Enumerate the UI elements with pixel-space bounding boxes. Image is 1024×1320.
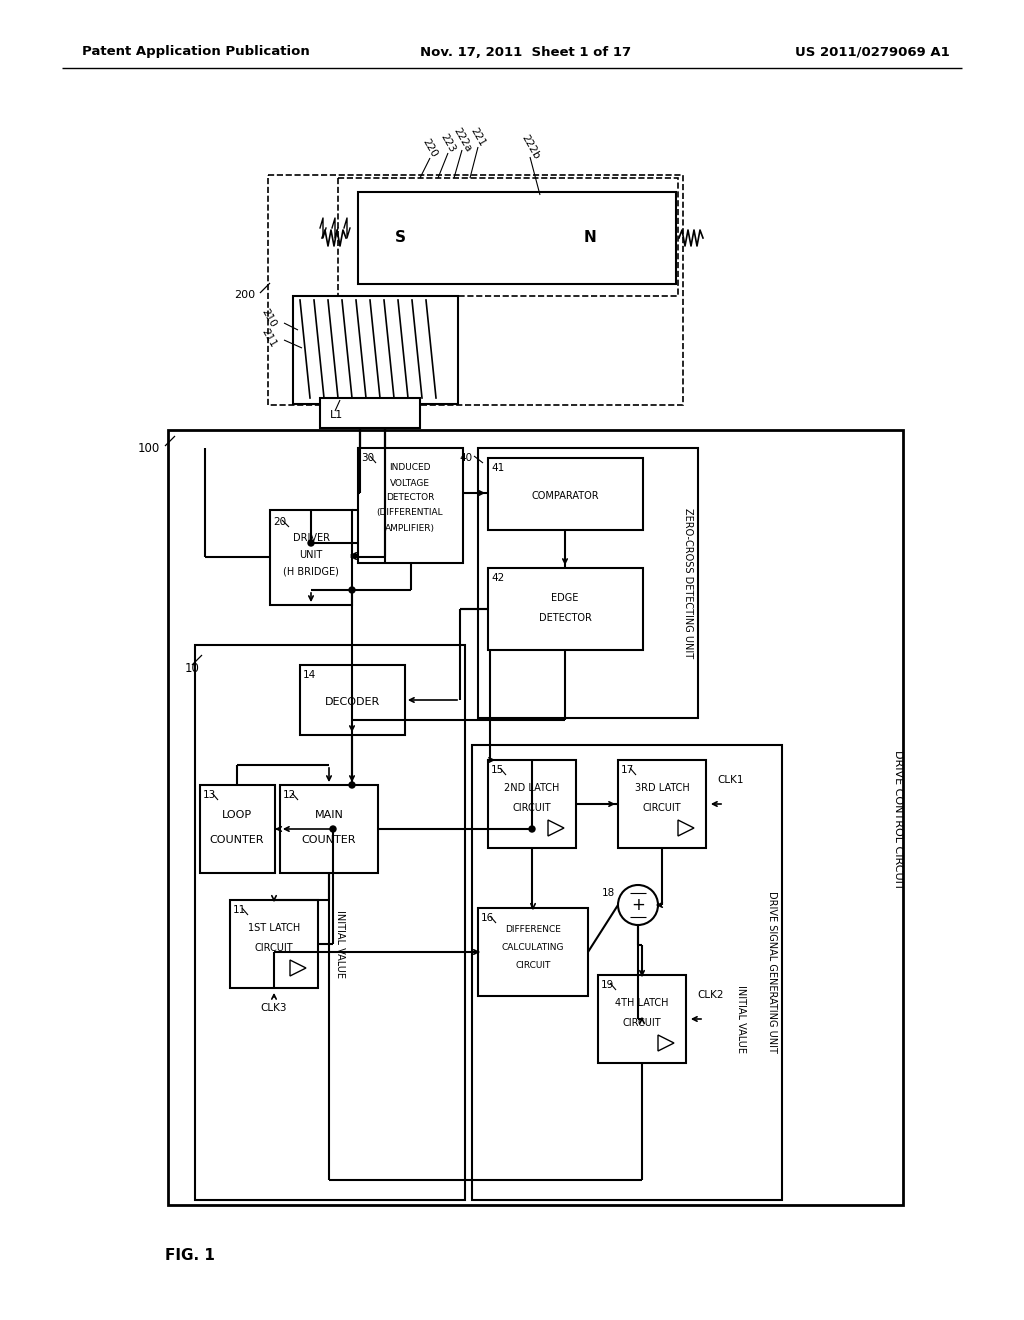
Text: 2ND LATCH: 2ND LATCH	[504, 783, 560, 793]
Text: 10: 10	[185, 661, 200, 675]
Text: MAIN: MAIN	[314, 810, 343, 820]
Text: 220: 220	[421, 137, 439, 158]
Bar	[358, 191, 676, 284]
Bar	[293, 296, 458, 404]
Text: 3RD LATCH: 3RD LATCH	[635, 783, 689, 793]
Text: CIRCUIT: CIRCUIT	[515, 961, 551, 970]
Bar	[300, 665, 406, 735]
Text: FIG. 1: FIG. 1	[165, 1247, 215, 1262]
Text: 222b: 222b	[519, 133, 541, 161]
Text: 40: 40	[460, 453, 473, 463]
Text: Nov. 17, 2011  Sheet 1 of 17: Nov. 17, 2011 Sheet 1 of 17	[420, 45, 631, 58]
Text: 4TH LATCH: 4TH LATCH	[615, 998, 669, 1008]
Text: 211: 211	[259, 327, 278, 348]
Text: CIRCUIT: CIRCUIT	[643, 803, 681, 813]
Text: VOLTAGE: VOLTAGE	[390, 479, 430, 487]
Text: US 2011/0279069 A1: US 2011/0279069 A1	[796, 45, 950, 58]
Text: 210: 210	[259, 308, 278, 329]
Text: 19: 19	[601, 979, 614, 990]
Text: N: N	[584, 231, 596, 246]
Bar	[488, 458, 643, 531]
Text: DRIVER: DRIVER	[293, 533, 330, 543]
Text: 30: 30	[361, 453, 374, 463]
Text: 222a: 222a	[452, 127, 473, 154]
Text: LOOP: LOOP	[222, 810, 252, 820]
Text: CIRCUIT: CIRCUIT	[513, 803, 551, 813]
Text: 100: 100	[138, 441, 160, 454]
Text: ZERO-CROSS DETECTING UNIT: ZERO-CROSS DETECTING UNIT	[683, 508, 693, 659]
Text: 200: 200	[233, 290, 255, 300]
Text: DIFFERENCE: DIFFERENCE	[505, 925, 561, 935]
Bar	[319, 399, 420, 428]
Bar	[598, 975, 686, 1063]
Circle shape	[308, 540, 314, 546]
Text: (DIFFERENTIAL: (DIFFERENTIAL	[377, 508, 443, 517]
Bar	[268, 176, 683, 405]
Text: INITIAL VALUE: INITIAL VALUE	[335, 909, 345, 978]
Text: 17: 17	[621, 766, 634, 775]
Text: L1: L1	[330, 411, 343, 420]
Bar	[618, 760, 706, 847]
Bar	[230, 900, 318, 987]
Bar	[358, 447, 463, 564]
Text: CLK3: CLK3	[261, 1003, 288, 1012]
Text: 42: 42	[490, 573, 504, 583]
Text: 15: 15	[490, 766, 504, 775]
Text: 20: 20	[273, 517, 286, 527]
Text: 11: 11	[233, 906, 246, 915]
Bar	[280, 785, 378, 873]
Text: AMPLIFIER): AMPLIFIER)	[385, 524, 435, 532]
Text: S: S	[394, 231, 406, 246]
Bar	[195, 645, 465, 1200]
Text: 18: 18	[601, 888, 614, 898]
Text: CIRCUIT: CIRCUIT	[255, 942, 293, 953]
Bar	[472, 744, 782, 1200]
Text: 12: 12	[283, 789, 296, 800]
Text: DECODER: DECODER	[325, 697, 380, 708]
Text: CLK1: CLK1	[718, 775, 744, 785]
Bar	[338, 178, 678, 296]
Text: (H BRIDGE): (H BRIDGE)	[283, 568, 339, 577]
Bar	[168, 430, 903, 1205]
Text: CALCULATING: CALCULATING	[502, 944, 564, 953]
Bar	[200, 785, 275, 873]
Circle shape	[330, 826, 336, 832]
Text: Patent Application Publication: Patent Application Publication	[82, 45, 309, 58]
Text: 1ST LATCH: 1ST LATCH	[248, 923, 300, 933]
Text: DETECTOR: DETECTOR	[386, 494, 434, 503]
Text: 41: 41	[490, 463, 504, 473]
Text: DRIVE SIGNAL GENERATING UNIT: DRIVE SIGNAL GENERATING UNIT	[767, 891, 777, 1053]
Text: +: +	[631, 896, 645, 913]
Bar	[270, 510, 352, 605]
Text: INDUCED: INDUCED	[389, 463, 431, 473]
Text: 13: 13	[203, 789, 216, 800]
Text: DRIVE CONTROL CIRCUIT: DRIVE CONTROL CIRCUIT	[893, 750, 903, 890]
Text: COUNTER: COUNTER	[302, 836, 356, 845]
Text: UNIT: UNIT	[299, 550, 323, 560]
Bar	[478, 447, 698, 718]
Text: CLK2: CLK2	[697, 990, 724, 1001]
Text: COMPARATOR: COMPARATOR	[531, 491, 599, 502]
Circle shape	[349, 781, 355, 788]
Text: CIRCUIT: CIRCUIT	[623, 1018, 662, 1028]
Text: COUNTER: COUNTER	[210, 836, 264, 845]
Text: 16: 16	[481, 913, 495, 923]
Text: EDGE: EDGE	[551, 593, 579, 603]
Circle shape	[529, 826, 535, 832]
Bar	[478, 908, 588, 997]
Text: 221: 221	[469, 125, 487, 148]
Text: INITIAL VALUE: INITIAL VALUE	[736, 985, 746, 1053]
Text: 223: 223	[438, 132, 458, 154]
Bar	[488, 760, 575, 847]
Text: 14: 14	[303, 671, 316, 680]
Text: DETECTOR: DETECTOR	[539, 612, 592, 623]
Circle shape	[349, 587, 355, 593]
Bar	[488, 568, 643, 649]
